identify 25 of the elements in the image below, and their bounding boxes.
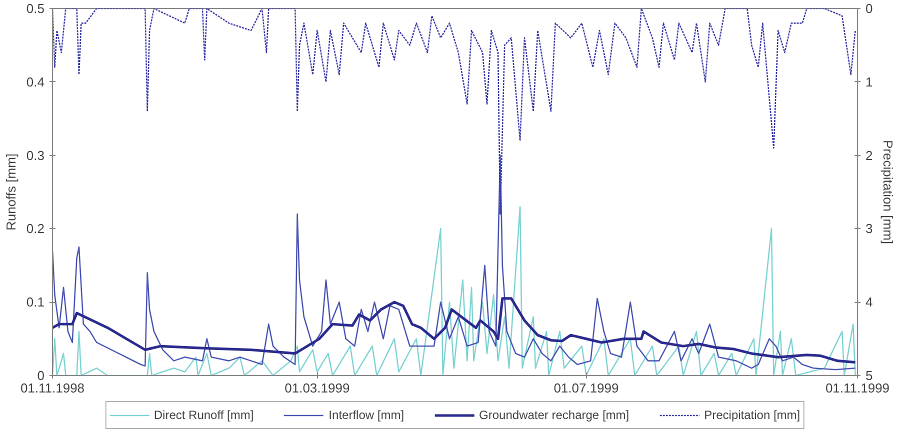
legend-label: Interflow [mm] [328,408,404,422]
y-tick-label: 0.5 [26,1,45,16]
y2-tick-label: 3 [866,221,873,236]
y2-tick-label: 0 [866,1,873,16]
y2-tick-label: 5 [866,368,873,383]
y-tick-label: 0.4 [26,74,45,90]
y2-tick-label: 4 [866,294,873,310]
y-axis-title: Runoffs [mm] [3,153,18,231]
y2-axis-title: Precipitation [mm] [880,140,896,244]
y-tick-label: 0.2 [26,221,45,236]
line-series [52,154,856,370]
y-tick-label: 0.1 [26,294,45,310]
legend-label: Groundwater recharge [mm] [479,408,630,422]
y-tick-label: 0 [37,368,45,383]
line-series [52,297,857,364]
x-tick-label: 01.11.1998 [20,380,85,396]
legend-label: Direct Runoff [mm] [154,408,254,422]
x-tick-label: 01.07.1999 [554,380,619,396]
y-tick-label: 0.3 [26,148,45,163]
x-tick-label: 01.03.1999 [284,380,350,396]
line-series [52,8,856,215]
x-tick-label: 01.11.1999 [825,380,890,396]
y2-tick-label: 1 [866,74,873,90]
y2-tick-label: 2 [866,148,873,163]
legend-label: Precipitation [mm] [704,408,800,422]
